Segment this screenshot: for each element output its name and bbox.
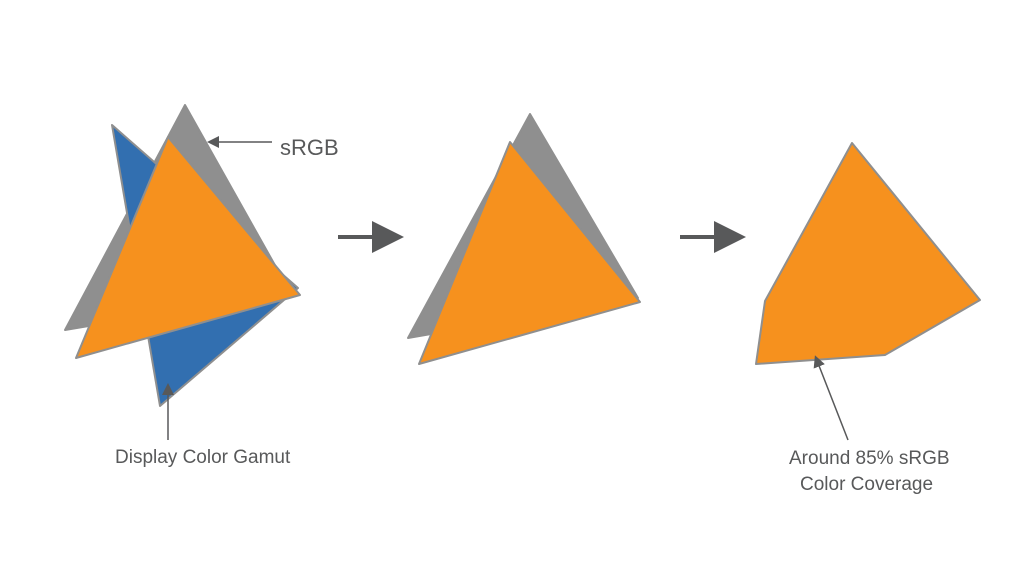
coverage-label-line2: Color Coverage xyxy=(800,474,933,496)
coverage-label-line1: Around 85% sRGB xyxy=(789,448,950,470)
srgb-label: sRGB xyxy=(280,135,339,161)
panel-right xyxy=(756,143,980,364)
panel-middle xyxy=(408,114,640,364)
display-gamut-label: Display Color Gamut xyxy=(115,447,290,469)
coverage-callout-arrow xyxy=(816,358,848,440)
panel-left xyxy=(65,105,300,406)
coverage-shape xyxy=(756,143,980,364)
